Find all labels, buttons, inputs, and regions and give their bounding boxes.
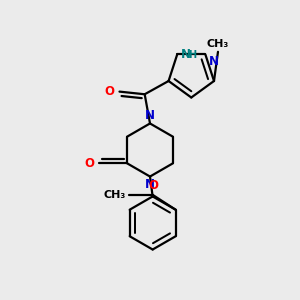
Text: N: N (209, 56, 219, 68)
Text: N: N (145, 178, 155, 191)
Text: CH₃: CH₃ (207, 39, 229, 49)
Text: N: N (145, 109, 155, 122)
Text: H: H (188, 50, 196, 60)
Text: O: O (148, 179, 158, 192)
Text: O: O (104, 85, 114, 98)
Text: O: O (84, 157, 94, 170)
Text: CH₃: CH₃ (103, 190, 126, 200)
Text: N: N (181, 48, 191, 61)
